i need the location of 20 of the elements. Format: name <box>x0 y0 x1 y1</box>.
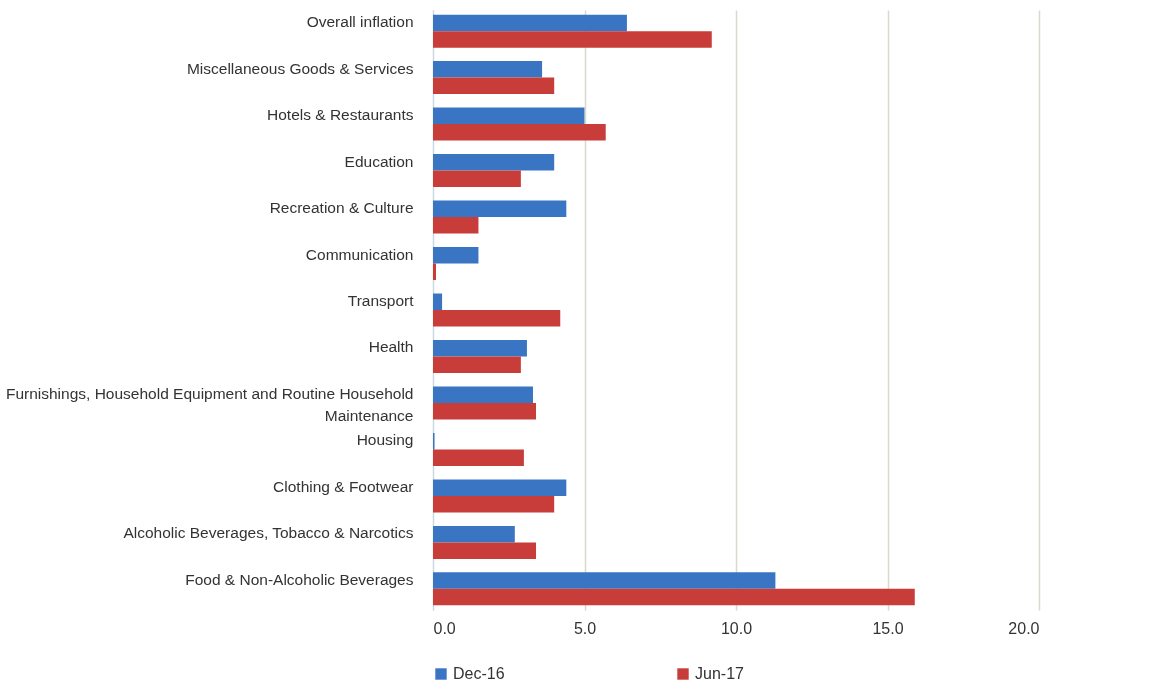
y-tick-label: Alcoholic Beverages, Tobacco & Narcotics <box>123 524 414 542</box>
x-tick-label: 0.0 <box>433 619 456 637</box>
y-tick-label: Housing <box>356 431 414 449</box>
y-tick-label: Miscellaneous Goods & Services <box>186 59 414 77</box>
y-tick-label: Communication <box>305 245 414 263</box>
x-tick-label: 20.0 <box>1008 619 1040 637</box>
x-tick-label: 15.0 <box>872 619 904 637</box>
x-tick-label: 10.0 <box>720 619 753 637</box>
x-tick-label: 5.0 <box>573 619 597 637</box>
y-tick-label: Furnishings, Household Equipment and Routine Household Maintenance <box>5 384 414 424</box>
y-tick-label: Food & Non-Alcoholic Beverages <box>185 570 414 588</box>
legend-label: Jun-17 <box>695 665 745 682</box>
y-tick-label: Health <box>368 338 414 356</box>
y-tick-label: Education <box>344 152 414 170</box>
y-tick-label: Hotels & Restaurants <box>267 106 414 124</box>
y-tick-label: Transport <box>347 292 415 309</box>
legend-label: Dec-16 <box>453 665 505 682</box>
y-tick-label: Overall inflation <box>306 13 414 31</box>
y-tick-label: Recreation & Culture <box>269 199 414 217</box>
y-tick-label: Clothing & Footwear <box>273 477 414 495</box>
